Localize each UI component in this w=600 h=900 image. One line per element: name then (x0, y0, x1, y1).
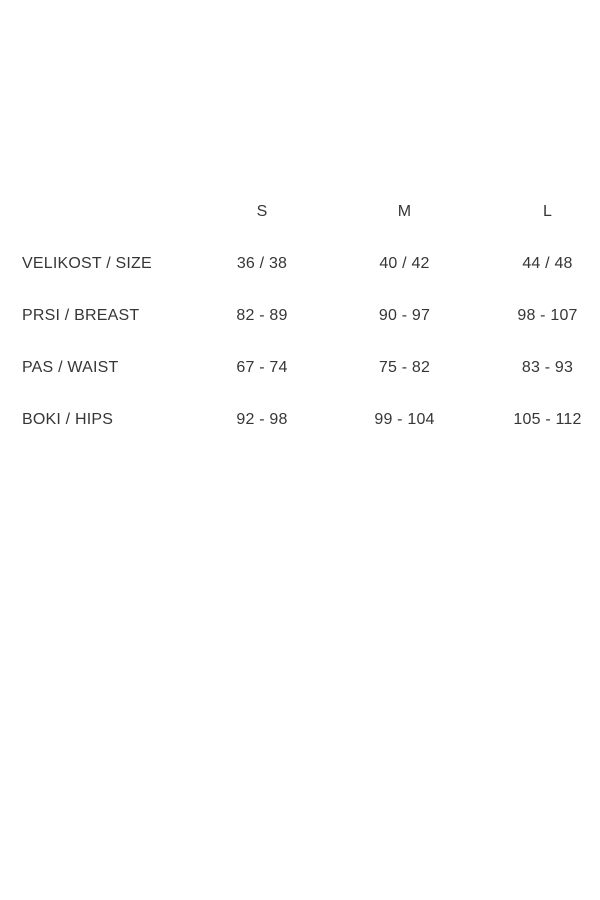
row-label-size: VELIKOST / SIZE (22, 255, 152, 272)
size-value-s: 36 / 38 (236, 255, 288, 272)
breast-value-l: 98 - 107 (517, 307, 578, 324)
hips-value-s: 92 - 98 (236, 411, 288, 428)
breast-value-m: 90 - 97 (378, 307, 431, 324)
waist-value-m: 75 - 82 (378, 359, 431, 376)
column-header-m: M (397, 203, 412, 220)
corner-cell (0, 186, 190, 238)
size-chart-table: S M L VELIKOST / SIZE 36 / 38 40 / 42 44… (0, 0, 600, 446)
column-header-l: L (542, 203, 553, 220)
size-value-l: 44 / 48 (522, 255, 573, 272)
hips-value-l: 105 - 112 (513, 411, 582, 428)
size-value-m: 40 / 42 (379, 255, 430, 272)
waist-value-l: 83 - 93 (521, 359, 574, 376)
row-label-waist: PAS / WAIST (22, 359, 119, 376)
row-label-hips: BOKI / HIPS (22, 411, 114, 428)
breast-value-s: 82 - 89 (236, 307, 288, 324)
column-header-s: S (256, 203, 268, 220)
hips-value-m: 99 - 104 (374, 411, 435, 428)
waist-value-s: 67 - 74 (236, 359, 288, 376)
row-label-breast: PRSI / BREAST (22, 307, 140, 324)
